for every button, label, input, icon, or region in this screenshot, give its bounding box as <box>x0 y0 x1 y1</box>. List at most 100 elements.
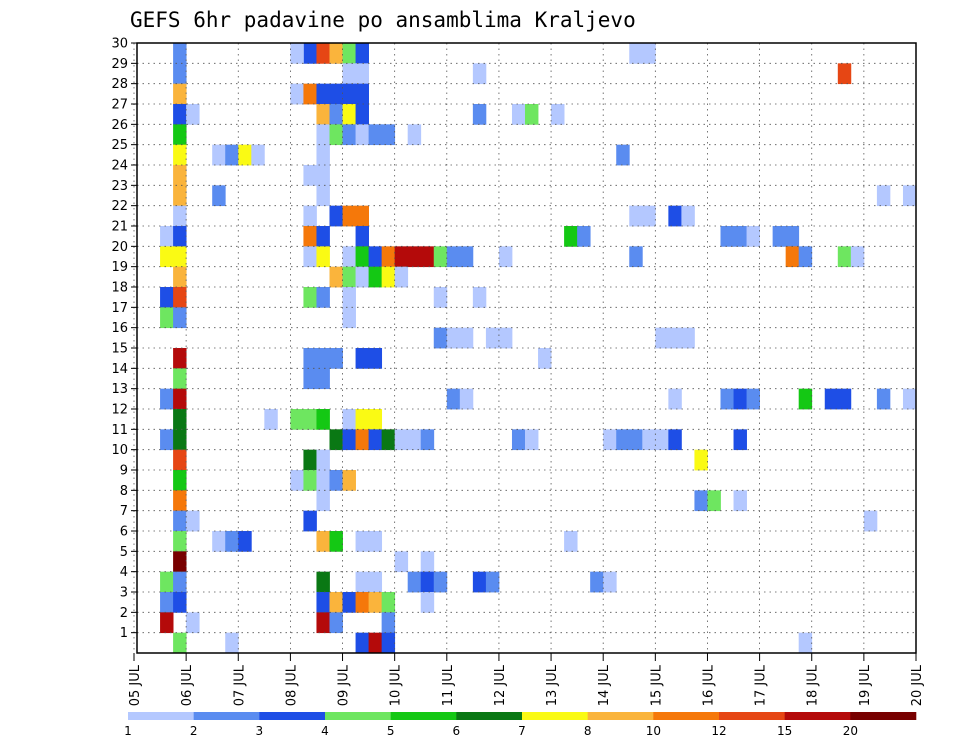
heatmap-cell <box>316 531 330 552</box>
heatmap-cell <box>785 226 800 247</box>
heatmap-cell <box>342 409 356 430</box>
heatmap-cell <box>446 388 461 410</box>
heatmap-cell <box>173 449 187 471</box>
heatmap-cell <box>173 531 187 552</box>
x-tick-label: 14 JUL <box>597 664 612 706</box>
y-tick-label: 21 <box>111 220 128 235</box>
heatmap-cell <box>225 632 239 654</box>
heatmap-cell <box>316 144 330 166</box>
colorbar-label: 15 <box>777 724 792 738</box>
y-axis-ticks: 1234567891011121314151617181920212223242… <box>111 37 137 641</box>
heatmap-cell <box>173 246 187 268</box>
heatmap-cell <box>681 205 695 227</box>
heatmap-cell <box>316 612 330 634</box>
heatmap-cell <box>355 205 369 227</box>
heatmap-cell <box>642 43 656 64</box>
colorbar-swatch <box>784 712 851 720</box>
heatmap-cell <box>733 388 747 410</box>
y-tick-label: 24 <box>111 159 128 174</box>
y-tick-label: 13 <box>111 382 128 397</box>
heatmap-cell <box>316 246 330 268</box>
heatmap-cell <box>368 571 383 593</box>
heatmap-cell <box>303 348 317 369</box>
heatmap-cell <box>485 327 500 349</box>
y-tick-label: 18 <box>111 281 128 296</box>
heatmap-cell <box>525 429 539 451</box>
heatmap-cell <box>173 348 187 369</box>
colorbar-label: 2 <box>190 724 198 738</box>
heatmap-cell <box>355 104 369 125</box>
heatmap-cell <box>629 205 643 227</box>
heatmap-cell <box>212 531 226 552</box>
heatmap-cell <box>355 43 369 64</box>
heatmap-cell <box>173 571 187 593</box>
heatmap-cell <box>303 409 317 430</box>
heatmap-cell <box>329 43 343 64</box>
heatmap-cell <box>355 246 369 268</box>
heatmap-cell <box>394 429 409 451</box>
heatmap-cell <box>251 144 265 166</box>
heatmap-cell <box>355 409 369 430</box>
y-tick-label: 29 <box>111 57 128 72</box>
heatmap-cell <box>290 409 304 430</box>
heatmap-cell <box>342 205 356 227</box>
heatmap-cell <box>173 409 187 430</box>
heatmap-cell <box>329 266 343 288</box>
heatmap-cell <box>316 165 330 186</box>
heatmap-cell <box>863 510 878 532</box>
colorbar-swatch <box>456 712 523 720</box>
heatmap-cell <box>355 348 369 369</box>
heatmap-cell <box>173 307 187 329</box>
heatmap-cell <box>160 429 174 451</box>
x-tick-label: 12 JUL <box>493 664 508 706</box>
heatmap-cell <box>173 226 187 247</box>
heatmap-cell <box>446 327 461 349</box>
heatmap-cell <box>316 470 330 491</box>
heatmap-cell <box>160 592 174 613</box>
y-tick-label: 20 <box>111 240 128 255</box>
heatmap-cell <box>316 592 330 613</box>
heatmap-cell <box>303 470 317 491</box>
heatmap-cell <box>173 144 187 166</box>
heatmap-cell <box>381 246 396 268</box>
heatmap-cell <box>186 104 200 125</box>
heatmap-cell <box>394 266 409 288</box>
heatmap-cell <box>342 63 356 85</box>
colorbar-label: 8 <box>584 724 592 738</box>
heatmap-cell <box>733 429 747 451</box>
heatmap-cell <box>525 104 539 125</box>
colorbar-label: 20 <box>843 724 858 738</box>
heatmap-cell <box>616 429 630 451</box>
heatmap-cell <box>668 429 682 451</box>
heatmap-cell <box>316 368 330 390</box>
heatmap-cell <box>368 592 383 613</box>
heatmap-cell <box>303 43 317 64</box>
heatmap-cell <box>459 327 474 349</box>
y-tick-label: 27 <box>111 98 128 113</box>
y-tick-label: 22 <box>111 199 128 214</box>
heatmap-cell <box>746 388 760 410</box>
heatmap-cell <box>381 266 396 288</box>
heatmap-cell <box>173 368 187 390</box>
heatmap-cell <box>329 429 343 451</box>
heatmap-cell <box>160 307 174 329</box>
heatmap-cell <box>173 165 187 186</box>
heatmap-cell <box>876 388 891 410</box>
heatmap-cell <box>342 287 356 308</box>
x-tick-label: 17 JUL <box>754 664 769 706</box>
heatmap-cell <box>720 388 734 410</box>
heatmap-cell <box>564 226 578 247</box>
colorbar-swatch <box>390 712 457 720</box>
heatmap-cell <box>668 327 682 349</box>
y-tick-label: 19 <box>111 260 128 275</box>
heatmap-cell <box>316 124 330 146</box>
heatmap-cell <box>564 531 578 552</box>
chart-title: GEFS 6hr padavine po ansamblima Kraljevo <box>130 8 636 32</box>
heatmap-cell <box>668 205 682 227</box>
heatmap-cell <box>238 531 252 552</box>
heatmap-cell <box>407 571 422 593</box>
heatmap-cell <box>225 531 239 552</box>
heatmap-cell <box>342 592 356 613</box>
heatmap-cell <box>316 185 330 207</box>
